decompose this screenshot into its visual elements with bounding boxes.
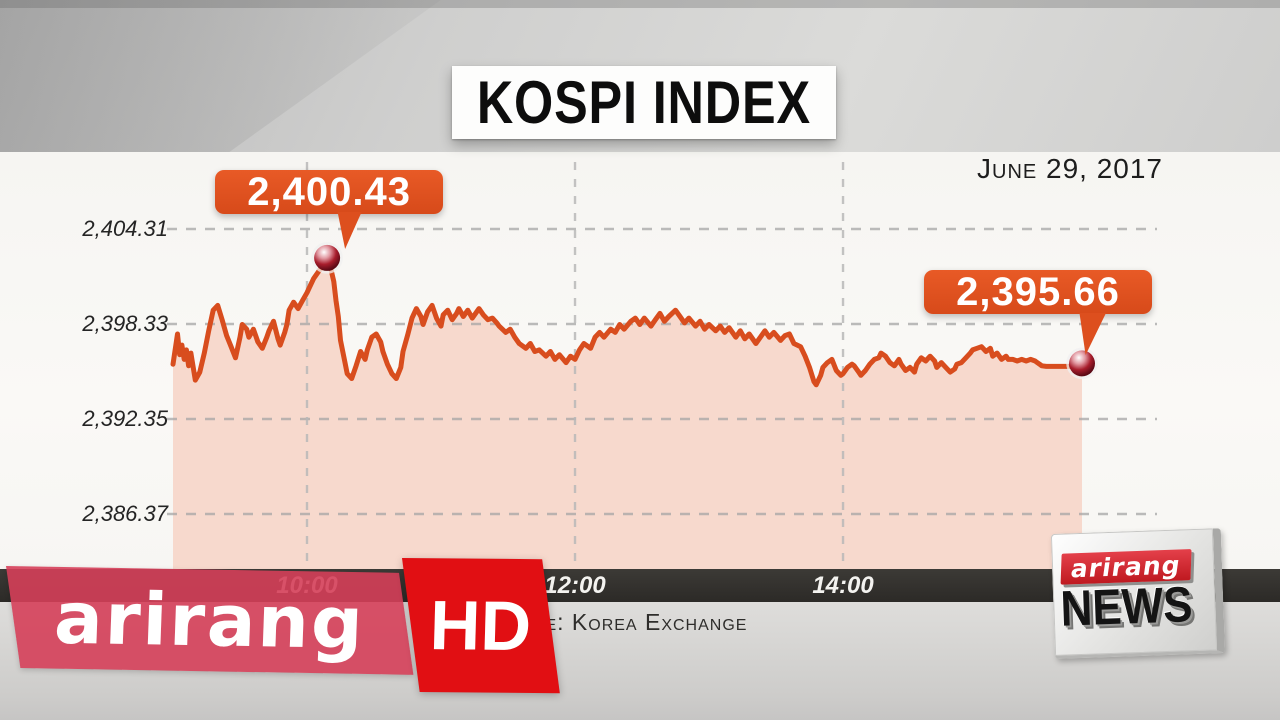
close-value-callout: 2,395.66 xyxy=(924,270,1152,314)
screen-top-shade xyxy=(0,0,1280,8)
page-title: KOSPI INDEX xyxy=(476,69,812,136)
chart-title-box: KOSPI INDEX xyxy=(452,66,836,139)
close-value-text: 2,395.66 xyxy=(956,269,1120,314)
arirang-logo: arirang xyxy=(52,575,367,665)
y-axis-label: 2,404.31 xyxy=(82,216,168,241)
y-axis-label: 2,392.35 xyxy=(82,406,168,431)
peak-value-callout: 2,400.43 xyxy=(215,169,444,214)
arirang-news-logo-card: arirang NEWS xyxy=(1050,528,1226,659)
x-axis-label: 14:00 xyxy=(812,572,874,599)
date-label: June 29, 2017 xyxy=(977,153,1163,184)
hd-badge: HD xyxy=(402,558,560,694)
arirang-channel-banner: arirang xyxy=(6,566,414,675)
x-axis-label: 12:00 xyxy=(544,572,606,599)
chart-panel xyxy=(0,152,1280,570)
news-logo-text: NEWS xyxy=(1059,576,1194,637)
peak-value-text: 2,400.43 xyxy=(247,169,411,214)
hd-badge-text: HD xyxy=(429,586,533,665)
y-axis-label: 2,386.37 xyxy=(82,501,168,526)
y-axis-label: 2,398.33 xyxy=(82,311,168,336)
